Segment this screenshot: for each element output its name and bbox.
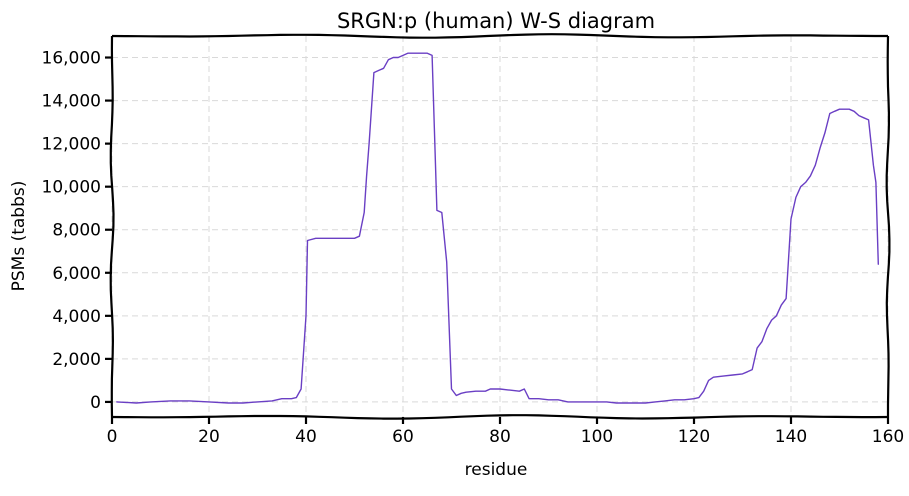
series-line xyxy=(116,52,879,404)
grid-layer xyxy=(111,36,889,417)
x-tick-label: 0 xyxy=(107,427,118,447)
x-tick-label: 20 xyxy=(198,427,220,447)
frame-bottom xyxy=(111,414,889,420)
x-tick-label: 140 xyxy=(775,427,807,447)
y-tick-label: 10,000 xyxy=(42,178,101,198)
x-tick-label: 80 xyxy=(489,427,511,447)
x-tick-label: 160 xyxy=(872,427,904,447)
frame-right xyxy=(885,35,891,417)
plot-frame xyxy=(109,33,891,420)
chart-title: SRGN:p (human) W-S diagram xyxy=(337,9,655,33)
y-tick-label: 6,000 xyxy=(52,264,101,284)
x-tick-label: 40 xyxy=(295,427,317,447)
tick-layer: 0 20 40 60 80 100 120 140 160 0 2,000 4,000 6,000 8,0… xyxy=(42,49,905,447)
x-tick-label: 100 xyxy=(581,427,613,447)
y-tick-label: 2,000 xyxy=(52,350,101,370)
x-tick-label: 60 xyxy=(392,427,414,447)
y-tick-label: 4,000 xyxy=(52,307,101,327)
x-tick-label: 120 xyxy=(678,427,710,447)
y-tick-label: 14,000 xyxy=(42,92,101,112)
frame-left xyxy=(109,35,115,418)
y-tick-label: 8,000 xyxy=(52,221,101,241)
y-tick-label: 0 xyxy=(90,393,101,413)
frame-top xyxy=(111,33,888,39)
y-tick-label: 12,000 xyxy=(42,135,101,155)
x-axis-label: residue xyxy=(465,460,528,480)
series-layer xyxy=(116,52,879,404)
y-tick-label: 16,000 xyxy=(42,49,101,69)
y-axis-label: PSMs (tabbs) xyxy=(9,181,29,292)
